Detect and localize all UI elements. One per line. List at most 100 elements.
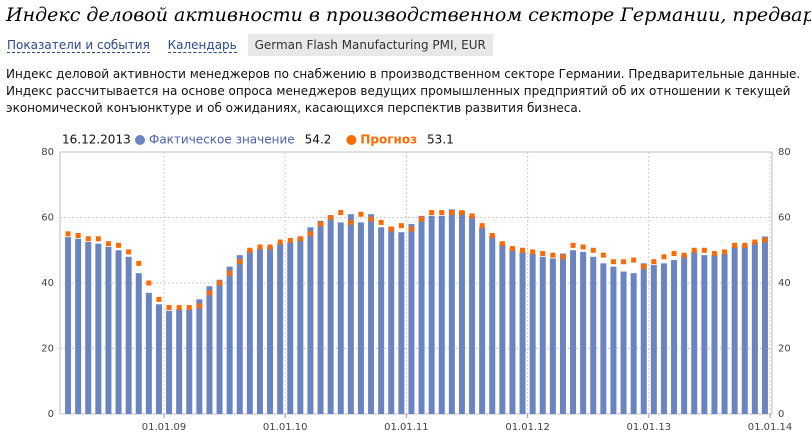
bar [115, 250, 122, 414]
bar [206, 286, 213, 414]
bar [428, 215, 435, 414]
bar [590, 256, 597, 414]
bar [357, 222, 364, 414]
bar [580, 251, 587, 414]
bar [196, 299, 203, 414]
bar [327, 215, 334, 414]
bar [95, 243, 102, 414]
bar [438, 215, 445, 414]
bar [297, 237, 304, 414]
forecast-point [247, 247, 253, 253]
bar [681, 255, 688, 414]
forecast-point [75, 233, 81, 239]
forecast-point [661, 254, 667, 260]
forecast-point [348, 219, 354, 225]
y-tick-label: 40 [41, 278, 54, 289]
tab-active[interactable]: German Flash Manufacturing PMI, EUR [247, 34, 493, 56]
forecast-point [489, 233, 495, 239]
bar [155, 304, 162, 414]
forecast-point [257, 244, 263, 250]
forecast-point [600, 252, 606, 258]
forecast-point [105, 241, 111, 247]
bar [105, 246, 112, 414]
bar [570, 250, 577, 414]
legend-date: 16.12.2013 [62, 133, 131, 147]
tab[interactable]: Показатели и события [7, 38, 150, 53]
forecast-point [590, 247, 596, 253]
forecast-point [126, 249, 132, 255]
bar [267, 246, 274, 414]
legend-label: Фактическое значение [149, 133, 295, 147]
bar [721, 253, 728, 414]
bar [761, 236, 768, 414]
bar [388, 227, 395, 414]
forecast-point [267, 244, 273, 250]
bar [256, 248, 263, 414]
bar [236, 255, 243, 414]
y-tick-label: 60 [41, 213, 54, 224]
x-tick-label: 01.01.11 [384, 422, 429, 433]
bar [479, 227, 486, 414]
legend-marker [346, 135, 357, 145]
bar [337, 222, 344, 414]
forecast-point [530, 249, 536, 255]
bar [347, 214, 354, 414]
y-tick-label: 80 [41, 147, 54, 158]
bar [368, 214, 375, 414]
forecast-point [439, 210, 445, 216]
page-title: Индекс деловой активности в производстве… [6, 4, 811, 26]
bar [711, 255, 718, 414]
bar [701, 255, 708, 414]
forecast-point [156, 296, 162, 302]
bar [186, 309, 193, 414]
forecast-point [146, 280, 152, 286]
bar [166, 310, 173, 414]
forecast-point [166, 305, 172, 311]
forecast-point [136, 260, 142, 266]
bar [469, 215, 476, 414]
bar [731, 246, 738, 414]
bar [610, 266, 617, 414]
forecast-point [116, 242, 122, 248]
legend-value: 53.1 [427, 133, 454, 147]
bar [620, 271, 627, 414]
forecast-point [742, 242, 748, 248]
x-tick-label: 01.01.10 [263, 422, 308, 433]
bar [671, 260, 678, 414]
forecast-point [176, 305, 182, 311]
x-tick-label: 01.01.13 [627, 422, 672, 433]
forecast-point [196, 303, 202, 309]
bar [277, 243, 284, 414]
bar [287, 242, 294, 414]
bar [458, 210, 465, 414]
bar [559, 253, 566, 414]
forecast-point [277, 239, 283, 245]
forecast-point [722, 249, 728, 255]
bar [378, 227, 385, 414]
bar [529, 253, 536, 414]
bar [226, 266, 233, 414]
forecast-point [378, 219, 384, 225]
forecast-point [681, 252, 687, 258]
forecast-point [368, 216, 374, 222]
bar [448, 209, 455, 414]
forecast-point [65, 231, 71, 237]
x-tick-label: 01.01.09 [142, 422, 187, 433]
tab[interactable]: Календарь [167, 38, 237, 53]
y2-tick-label: 40 [778, 278, 791, 289]
forecast-point [297, 236, 303, 242]
forecast-point [408, 226, 414, 232]
forecast-point [701, 247, 707, 253]
bar [216, 279, 223, 414]
forecast-point [691, 247, 697, 253]
description-line: экономической конъюнктуре и об ожиданиях… [6, 101, 582, 115]
bar [408, 224, 415, 414]
forecast-point [621, 259, 627, 265]
bar [650, 264, 657, 414]
description-line: Индекс рассчитывается на основе опроса м… [6, 84, 791, 98]
forecast-point [520, 247, 526, 253]
bar [640, 263, 647, 414]
forecast-point [287, 237, 293, 243]
bar [398, 232, 405, 414]
forecast-point [752, 239, 758, 245]
